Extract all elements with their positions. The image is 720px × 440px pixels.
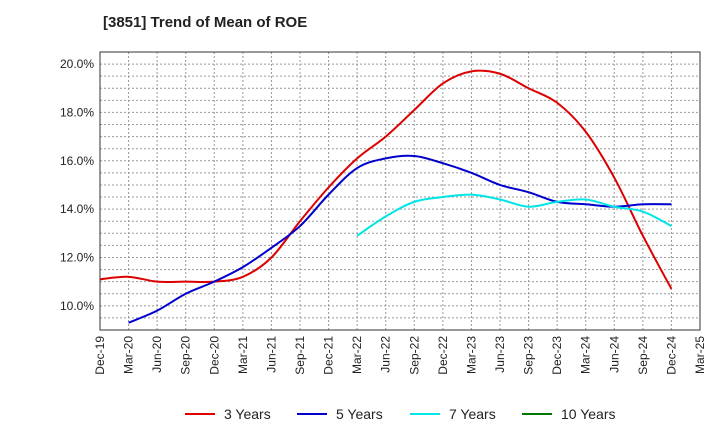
legend-label: 10 Years [561, 406, 616, 422]
x-tick-label: Dec-21 [322, 336, 336, 375]
legend-item-10-years: 10 Years [522, 406, 616, 422]
y-tick-label: 10.0% [60, 299, 94, 313]
x-tick-label: Jun-21 [264, 336, 278, 373]
x-tick-label: Jun-24 [607, 336, 621, 373]
x-tick-label: Sep-24 [636, 336, 650, 375]
legend-item-3-years: 3 Years [185, 406, 271, 422]
legend-label: 5 Years [336, 406, 383, 422]
x-tick-label: Dec-24 [664, 336, 678, 375]
chart-title: [3851] Trend of Mean of ROE [103, 14, 308, 31]
x-tick-label: Dec-19 [93, 336, 107, 375]
y-tick-label: 14.0% [60, 202, 94, 216]
y-tick-label: 18.0% [60, 105, 94, 119]
plot-frame [99, 51, 701, 331]
x-tick-label: Mar-20 [122, 336, 136, 374]
series-line-7-years [356, 193, 672, 237]
x-tick-label: Sep-20 [179, 336, 193, 375]
series-lines [99, 69, 673, 324]
y-tick-label: 12.0% [60, 250, 94, 264]
legend-label: 7 Years [449, 406, 496, 422]
x-tick-label: Mar-25 [693, 336, 707, 374]
legend: 3 Years 5 Years 7 Years 10 Years [185, 406, 616, 422]
series-line-5-years [128, 154, 672, 324]
y-tick-label: 20.0% [60, 57, 94, 71]
x-axis-ticks: Dec-19 Mar-20 Jun-20 Sep-20 Dec-20 Mar-21 Jun-… [93, 336, 707, 375]
x-tick-label: Mar-23 [464, 336, 478, 374]
x-tick-label: Jun-20 [150, 336, 164, 373]
x-tick-label: Mar-21 [236, 336, 250, 374]
series-line-3-years [99, 69, 673, 290]
y-axis-ticks: 10.0% 12.0% 14.0% 16.0% 18.0% 20.0% [60, 57, 94, 313]
x-tick-label: Jun-23 [493, 336, 507, 373]
x-tick-label: Mar-22 [350, 336, 364, 374]
x-tick-label: Sep-22 [407, 336, 421, 375]
x-tick-label: Dec-22 [436, 336, 450, 375]
y-tick-label: 16.0% [60, 154, 94, 168]
grid [100, 51, 700, 330]
legend-label: 3 Years [224, 406, 271, 422]
x-tick-label: Sep-23 [522, 336, 536, 375]
legend-item-5-years: 5 Years [297, 406, 383, 422]
x-tick-label: Sep-21 [293, 336, 307, 375]
x-tick-label: Mar-24 [579, 336, 593, 374]
legend-item-7-years: 7 Years [410, 406, 496, 422]
x-tick-label: Jun-22 [379, 336, 393, 373]
x-tick-label: Dec-20 [207, 336, 221, 375]
x-tick-label: Dec-23 [550, 336, 564, 375]
